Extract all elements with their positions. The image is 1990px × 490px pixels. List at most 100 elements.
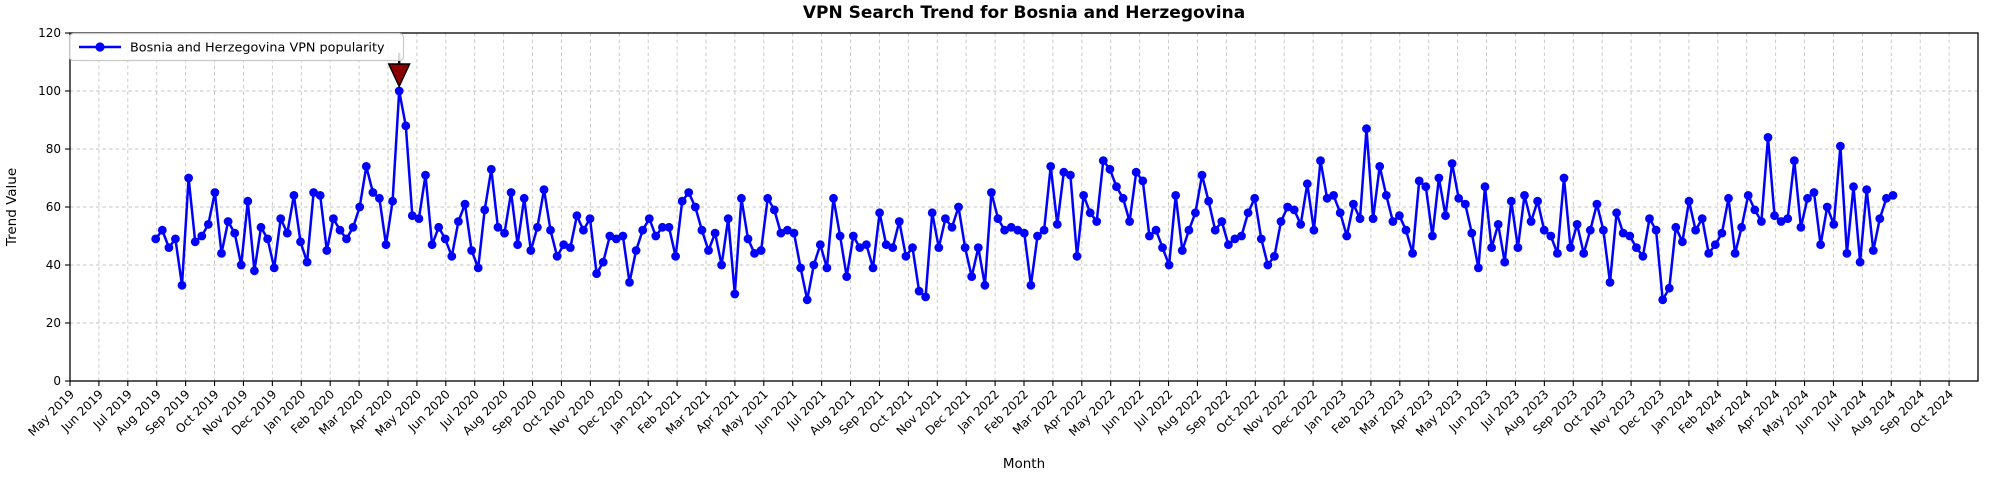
data-point [282, 228, 292, 238]
data-point [210, 188, 220, 197]
data-point [473, 263, 483, 273]
data-point [1355, 214, 1365, 224]
data-point [1882, 193, 1891, 203]
data-point [1710, 240, 1720, 250]
data-point [1428, 231, 1437, 241]
data-point [644, 214, 654, 224]
data-point [1105, 164, 1115, 174]
data-point [677, 196, 687, 206]
data-point [690, 202, 700, 212]
data-point [203, 220, 213, 229]
data-point [1829, 220, 1839, 229]
data-point [1138, 176, 1148, 186]
data-point [1316, 156, 1325, 166]
data-point [1500, 257, 1510, 267]
data-point [1289, 205, 1299, 215]
data-point [815, 240, 825, 250]
data-point [361, 162, 371, 171]
data-point [941, 214, 950, 224]
data-point [789, 228, 799, 238]
data-point [908, 243, 917, 253]
data-point [1533, 196, 1542, 206]
data-point [1717, 228, 1727, 238]
data-point [1763, 133, 1773, 142]
data-point [197, 231, 207, 241]
legend-box [68, 32, 405, 62]
data-point [960, 243, 970, 253]
data-point [1302, 179, 1312, 189]
plot-background [70, 33, 1978, 381]
data-point [1098, 156, 1108, 166]
data-point [894, 217, 904, 226]
data-point [506, 188, 516, 197]
data-point [704, 246, 713, 255]
data-point [1730, 249, 1740, 258]
data-point [1362, 124, 1371, 134]
data-point [1855, 257, 1865, 267]
data-point [1033, 231, 1042, 241]
y-tick-label: 20 [46, 316, 61, 330]
data-point [269, 263, 279, 273]
data-point [862, 240, 871, 250]
x-tick-marks [69, 381, 1950, 386]
data-point [414, 214, 424, 224]
data-point [394, 86, 404, 96]
data-point [1684, 196, 1694, 206]
legend-label: Bosnia and Herzegovina VPN popularity [130, 41, 385, 56]
data-point [440, 234, 450, 244]
data-point [1506, 196, 1516, 206]
data-point [500, 228, 509, 238]
data-point [1651, 225, 1661, 235]
data-point [1454, 193, 1464, 203]
data-point [421, 170, 430, 180]
data-point [151, 234, 161, 244]
data-point [1335, 208, 1345, 218]
data-point [1250, 193, 1260, 203]
data-point [1296, 220, 1306, 229]
data-point [1125, 217, 1134, 226]
data-point [1395, 211, 1404, 221]
data-point [1862, 185, 1872, 195]
data-point [335, 225, 345, 235]
data-point [717, 260, 726, 270]
data-point [1566, 243, 1575, 253]
trend-line-series [151, 86, 1898, 305]
data-point [1131, 167, 1141, 177]
data-point [460, 199, 470, 209]
data-point [1118, 193, 1128, 203]
data-point [1559, 173, 1569, 183]
data-point [223, 217, 233, 226]
data-point [236, 260, 246, 270]
data-point [157, 225, 167, 235]
data-point [1487, 243, 1496, 253]
data-point [1145, 231, 1154, 241]
data-point [1704, 249, 1714, 258]
data-point [1270, 251, 1279, 261]
data-point [631, 246, 641, 255]
data-point [1868, 246, 1878, 255]
data-point [1329, 191, 1338, 200]
data-point [1776, 217, 1786, 226]
data-point [565, 243, 575, 253]
data-point [546, 225, 555, 235]
data-point [1599, 225, 1608, 235]
data-point [980, 280, 990, 290]
data-point [1520, 191, 1529, 200]
data-point [355, 202, 365, 212]
data-point [1467, 228, 1477, 238]
data-point [1783, 214, 1793, 224]
data-point [743, 234, 753, 244]
data-point [177, 280, 187, 290]
data-point [480, 205, 490, 215]
chart-title: VPN Search Trend for Bosnia and Herzegov… [803, 3, 1245, 23]
data-point [1217, 217, 1227, 226]
data-point [987, 188, 996, 197]
data-point [921, 292, 930, 302]
data-point [1237, 231, 1246, 241]
data-point [927, 208, 937, 218]
data-point [756, 246, 766, 255]
data-point [1638, 251, 1648, 261]
data-point [1276, 217, 1286, 226]
y-tick-label: 40 [46, 258, 61, 272]
data-point [171, 234, 180, 244]
